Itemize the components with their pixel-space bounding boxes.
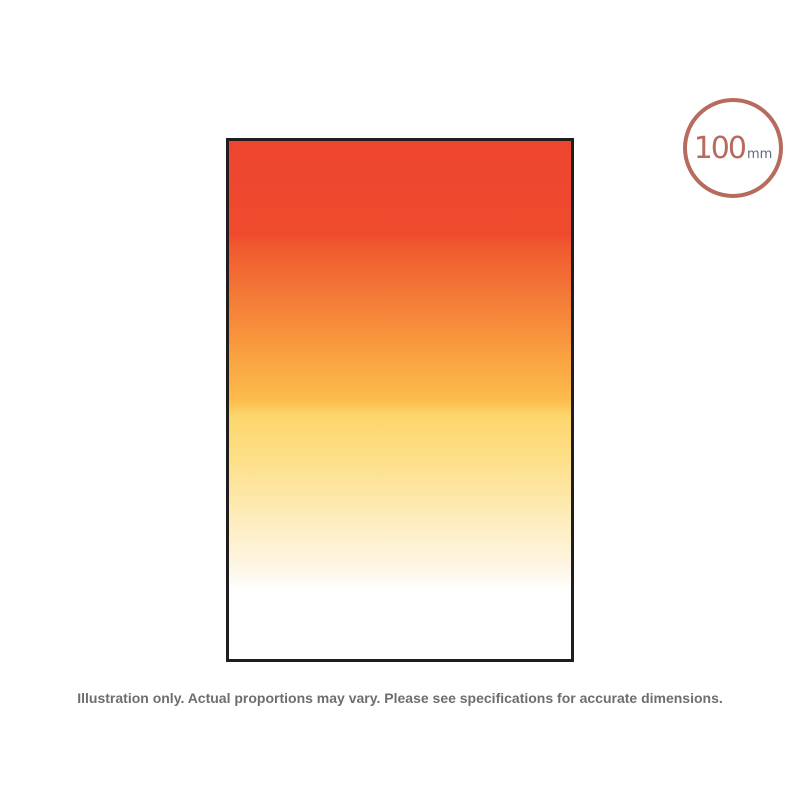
size-badge-unit: mm <box>746 146 773 162</box>
disclaimer-caption: Illustration only. Actual proportions ma… <box>77 690 723 706</box>
size-badge: 100 mm <box>683 98 783 198</box>
graduated-filter-illustration <box>226 138 574 662</box>
size-badge-number: 100 <box>693 130 747 166</box>
size-badge-label: 100 mm <box>694 131 773 166</box>
